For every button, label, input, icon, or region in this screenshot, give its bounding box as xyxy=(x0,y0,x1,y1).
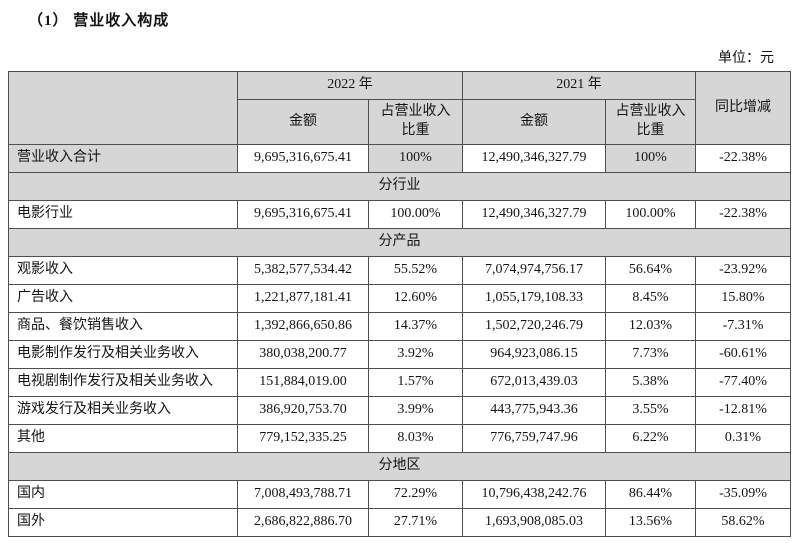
table-row: 营业收入合计 9,695,316,675.41 100% 12,490,346,327… xyxy=(8,144,791,173)
section-label: 分产品 xyxy=(8,228,791,257)
amount-2021-cell: 1,055,179,108.33 xyxy=(462,284,606,313)
share-2022-cell: 3.92% xyxy=(368,340,463,369)
table-row: 电影制作发行及相关业务收入 380,038,200.77 3.92% 964,923,… xyxy=(8,340,791,369)
row-label-cell: 其他 xyxy=(8,424,238,453)
revenue-composition-table: 2022 年 2021 年 同比增减 金额 占营业收入比重 金额 占营业收入比重… xyxy=(8,71,791,537)
share-2022-cell: 55.52% xyxy=(368,256,463,285)
share-2021-cell: 12.03% xyxy=(605,312,696,341)
amount-2021-cell: 10,796,438,242.76 xyxy=(462,480,606,509)
table-row: 广告收入 1,221,877,181.41 12.60% 1,055,179,108.… xyxy=(8,284,791,313)
amount-2022-cell: 7,008,493,788.71 xyxy=(237,480,369,509)
share-2021-cell: 6.22% xyxy=(605,424,696,453)
header-year-2022: 2022 年 xyxy=(237,71,463,100)
yoy-cell: -22.38% xyxy=(695,144,791,173)
amount-2022-cell: 9,695,316,675.41 xyxy=(237,144,369,173)
row-label-cell: 电视剧制作发行及相关业务收入 xyxy=(8,368,238,397)
share-2021-cell: 100% xyxy=(605,144,696,173)
table-row: 电影行业 9,695,316,675.41 100.00% 12,490,346,32… xyxy=(8,200,791,229)
amount-2021-cell: 964,923,086.15 xyxy=(462,340,606,369)
section-row: 分地区 xyxy=(8,452,791,481)
share-2021-cell: 13.56% xyxy=(605,508,696,537)
amount-2022-cell: 386,920,753.70 xyxy=(237,396,369,425)
row-label-cell: 国内 xyxy=(8,480,238,509)
yoy-cell: -23.92% xyxy=(695,256,791,285)
amount-2022-cell: 380,038,200.77 xyxy=(237,340,369,369)
yoy-cell: 58.62% xyxy=(695,508,791,537)
section-row: 分产品 xyxy=(8,228,791,257)
yoy-cell: 15.80% xyxy=(695,284,791,313)
amount-2022-cell: 1,392,866,650.86 xyxy=(237,312,369,341)
header-yoy-change: 同比增减 xyxy=(695,71,791,145)
amount-2021-cell: 7,074,974,756.17 xyxy=(462,256,606,285)
row-label-cell: 商品、餐饮销售收入 xyxy=(8,312,238,341)
amount-2021-cell: 443,775,943.36 xyxy=(462,396,606,425)
share-2022-cell: 100.00% xyxy=(368,200,463,229)
header-share-2021: 占营业收入比重 xyxy=(605,99,696,145)
table-body: 营业收入合计 9,695,316,675.41 100% 12,490,346,327… xyxy=(8,144,791,537)
share-2022-cell: 1.57% xyxy=(368,368,463,397)
header-year-2021: 2021 年 xyxy=(462,71,696,100)
share-2022-cell: 27.71% xyxy=(368,508,463,537)
share-2021-cell: 8.45% xyxy=(605,284,696,313)
page-title: （1） 营业收入构成 xyxy=(28,13,170,29)
share-2021-cell: 7.73% xyxy=(605,340,696,369)
section-label: 分地区 xyxy=(8,452,791,481)
amount-2022-cell: 779,152,335.25 xyxy=(237,424,369,453)
amount-2022-cell: 2,686,822,886.70 xyxy=(237,508,369,537)
amount-2021-cell: 672,013,439.03 xyxy=(462,368,606,397)
amount-2021-cell: 1,502,720,246.79 xyxy=(462,312,606,341)
amount-2022-cell: 9,695,316,675.41 xyxy=(237,200,369,229)
table-row: 商品、餐饮销售收入 1,392,866,650.86 14.37% 1,502,720… xyxy=(8,312,791,341)
yoy-cell: -60.61% xyxy=(695,340,791,369)
row-label-cell: 电影制作发行及相关业务收入 xyxy=(8,340,238,369)
row-label-cell: 营业收入合计 xyxy=(8,144,238,173)
yoy-cell: -7.31% xyxy=(695,312,791,341)
amount-2022-cell: 5,382,577,534.42 xyxy=(237,256,369,285)
amount-2021-cell: 776,759,747.96 xyxy=(462,424,606,453)
section-row: 分行业 xyxy=(8,172,791,201)
amount-2021-cell: 1,693,908,085.03 xyxy=(462,508,606,537)
share-2022-cell: 100% xyxy=(368,144,463,173)
table-row: 国外 2,686,822,886.70 27.71% 1,693,908,085.03… xyxy=(8,508,791,537)
share-2021-cell: 5.38% xyxy=(605,368,696,397)
amount-2022-cell: 151,884,019.00 xyxy=(237,368,369,397)
table-row: 国内 7,008,493,788.71 72.29% 10,796,438,242.7… xyxy=(8,480,791,509)
header-amount-2022: 金额 xyxy=(237,99,369,145)
share-2021-cell: 86.44% xyxy=(605,480,696,509)
row-label-cell: 观影收入 xyxy=(8,256,238,285)
yoy-cell: 0.31% xyxy=(695,424,791,453)
row-label-cell: 游戏发行及相关业务收入 xyxy=(8,396,238,425)
share-2022-cell: 3.99% xyxy=(368,396,463,425)
share-2022-cell: 14.37% xyxy=(368,312,463,341)
yoy-cell: -77.40% xyxy=(695,368,791,397)
share-2021-cell: 100.00% xyxy=(605,200,696,229)
unit-label: 单位：元 xyxy=(718,51,774,66)
amount-2021-cell: 12,490,346,327.79 xyxy=(462,200,606,229)
share-2021-cell: 3.55% xyxy=(605,396,696,425)
yoy-cell: -22.38% xyxy=(695,200,791,229)
table-row: 游戏发行及相关业务收入 386,920,753.70 3.99% 443,775,94… xyxy=(8,396,791,425)
header-amount-2021: 金额 xyxy=(462,99,606,145)
row-label-cell: 广告收入 xyxy=(8,284,238,313)
row-label-cell: 电影行业 xyxy=(8,200,238,229)
share-2022-cell: 8.03% xyxy=(368,424,463,453)
header-share-2022: 占营业收入比重 xyxy=(368,99,463,145)
section-label: 分行业 xyxy=(8,172,791,201)
table-row: 其他 779,152,335.25 8.03% 776,759,747.96 6.22%… xyxy=(8,424,791,453)
table-row: 电视剧制作发行及相关业务收入 151,884,019.00 1.57% 672,013… xyxy=(8,368,791,397)
yoy-cell: -12.81% xyxy=(695,396,791,425)
share-2021-cell: 56.64% xyxy=(605,256,696,285)
corner-empty-cell xyxy=(8,71,238,145)
yoy-cell: -35.09% xyxy=(695,480,791,509)
share-2022-cell: 12.60% xyxy=(368,284,463,313)
table-row: 观影收入 5,382,577,534.42 55.52% 7,074,974,756.… xyxy=(8,256,791,285)
row-label-cell: 国外 xyxy=(8,508,238,537)
amount-2021-cell: 12,490,346,327.79 xyxy=(462,144,606,173)
amount-2022-cell: 1,221,877,181.41 xyxy=(237,284,369,313)
share-2022-cell: 72.29% xyxy=(368,480,463,509)
